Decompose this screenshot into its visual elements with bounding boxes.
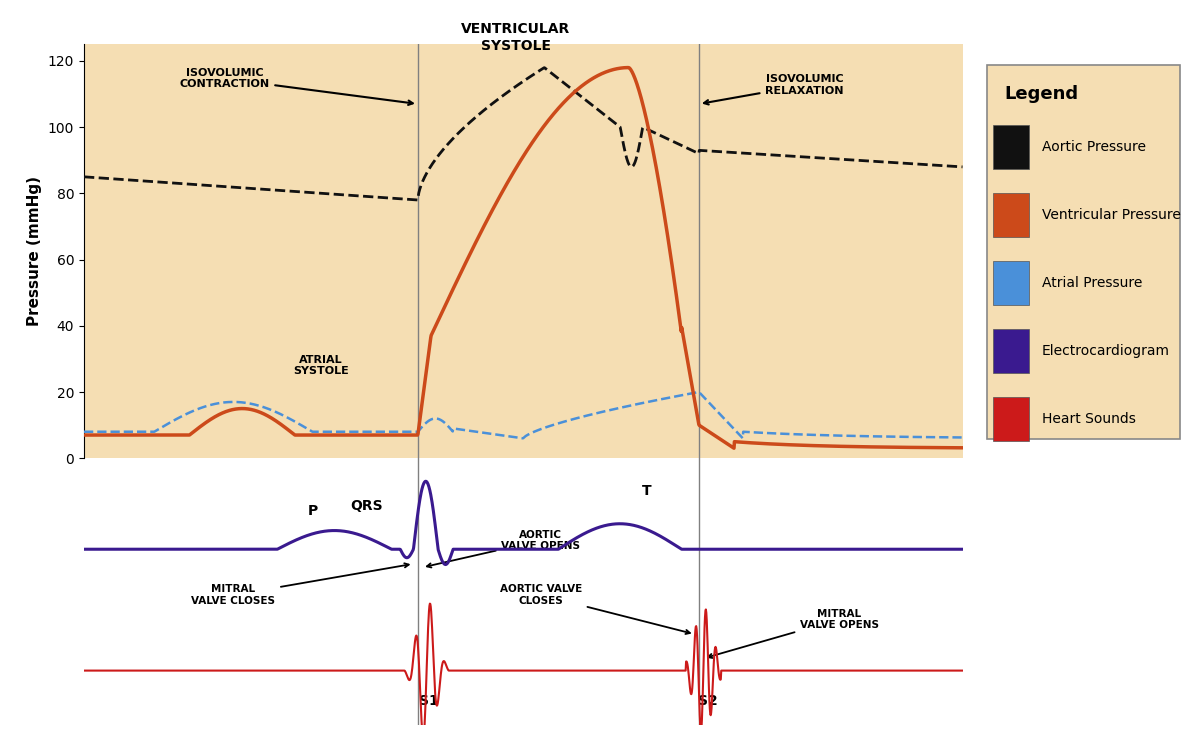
Text: ISOVOLUMIC
RELAXATION: ISOVOLUMIC RELAXATION [704, 75, 844, 104]
Y-axis label: Pressure (mmHg): Pressure (mmHg) [28, 176, 42, 326]
Text: T: T [642, 484, 652, 497]
Text: AORTIC
VALVE OPENS: AORTIC VALVE OPENS [427, 530, 581, 568]
Text: Ventricular Pressure: Ventricular Pressure [1042, 208, 1181, 221]
Text: S2: S2 [698, 693, 718, 707]
Text: Heart Sounds: Heart Sounds [1042, 412, 1135, 426]
Text: Legend: Legend [1004, 85, 1078, 104]
Text: S1: S1 [419, 693, 438, 707]
Text: QRS: QRS [350, 500, 383, 514]
Text: P: P [307, 504, 318, 518]
Text: Electrocardiogram: Electrocardiogram [1042, 344, 1170, 357]
FancyBboxPatch shape [994, 329, 1030, 373]
Text: Aortic Pressure: Aortic Pressure [1042, 140, 1146, 153]
Text: MITRAL
VALVE CLOSES: MITRAL VALVE CLOSES [191, 563, 409, 606]
Text: ATRIAL
SYSTOLE: ATRIAL SYSTOLE [293, 354, 349, 377]
FancyBboxPatch shape [994, 261, 1030, 305]
FancyBboxPatch shape [988, 65, 1180, 440]
FancyBboxPatch shape [994, 193, 1030, 237]
Text: ISOVOLUMIC
CONTRACTION: ISOVOLUMIC CONTRACTION [180, 68, 413, 105]
Text: AORTIC VALVE
CLOSES: AORTIC VALVE CLOSES [499, 585, 690, 634]
FancyBboxPatch shape [994, 125, 1030, 169]
FancyBboxPatch shape [994, 397, 1030, 441]
Text: Atrial Pressure: Atrial Pressure [1042, 276, 1142, 289]
Text: VENTRICULAR
SYSTOLE: VENTRICULAR SYSTOLE [461, 22, 571, 53]
Text: MITRAL
VALVE OPENS: MITRAL VALVE OPENS [708, 608, 880, 658]
